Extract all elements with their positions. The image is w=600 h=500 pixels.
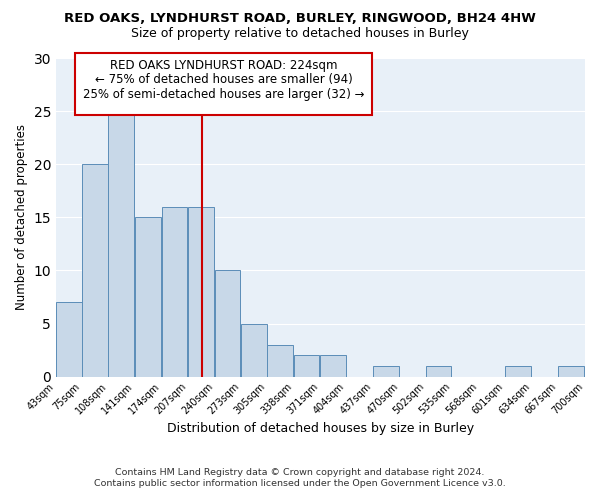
Bar — [161, 206, 187, 376]
Bar — [267, 345, 293, 376]
Bar — [109, 111, 134, 376]
Bar — [320, 356, 346, 376]
Bar — [585, 366, 600, 376]
Bar — [241, 324, 267, 376]
Text: ← 75% of detached houses are smaller (94): ← 75% of detached houses are smaller (94… — [95, 74, 352, 86]
Y-axis label: Number of detached properties: Number of detached properties — [15, 124, 28, 310]
Bar — [135, 218, 161, 376]
Text: Size of property relative to detached houses in Burley: Size of property relative to detached ho… — [131, 28, 469, 40]
Text: 25% of semi-detached houses are larger (32) →: 25% of semi-detached houses are larger (… — [83, 88, 364, 102]
Text: RED OAKS, LYNDHURST ROAD, BURLEY, RINGWOOD, BH24 4HW: RED OAKS, LYNDHURST ROAD, BURLEY, RINGWO… — [64, 12, 536, 26]
Bar — [82, 164, 107, 376]
Bar — [215, 270, 241, 376]
Bar — [293, 356, 319, 376]
Bar — [56, 302, 82, 376]
Text: Contains HM Land Registry data © Crown copyright and database right 2024.
Contai: Contains HM Land Registry data © Crown c… — [94, 468, 506, 487]
Bar — [373, 366, 399, 376]
Text: RED OAKS LYNDHURST ROAD: 224sqm: RED OAKS LYNDHURST ROAD: 224sqm — [110, 58, 337, 71]
X-axis label: Distribution of detached houses by size in Burley: Distribution of detached houses by size … — [167, 422, 474, 435]
Bar — [559, 366, 584, 376]
Bar — [505, 366, 531, 376]
Bar — [188, 206, 214, 376]
Bar — [425, 366, 451, 376]
